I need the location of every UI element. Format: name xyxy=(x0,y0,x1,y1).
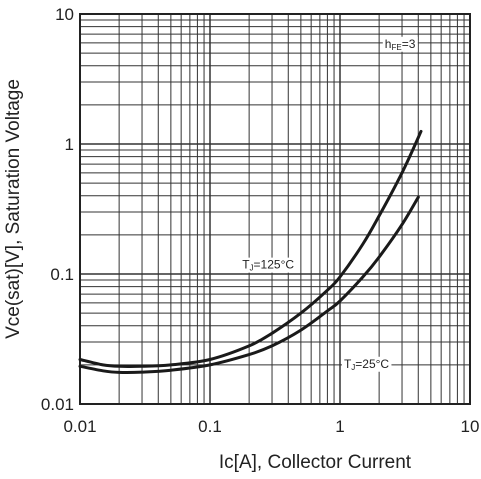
x-tick-label: 0.01 xyxy=(63,417,96,436)
annotation-hfe-background xyxy=(382,36,418,52)
x-tick-label: 10 xyxy=(461,417,480,436)
x-tick-label: 0.1 xyxy=(198,417,222,436)
x-axis-label: Ic[A], Collector Current xyxy=(219,452,412,473)
annotation-tj-125c-text: TJ=125°C xyxy=(242,258,294,273)
y-axis-label: Vce(sat)[V], Saturation Voltage xyxy=(3,79,24,339)
grid-lines xyxy=(79,14,470,405)
annotation-hfe: hFE=3 xyxy=(382,36,418,52)
annotation-tj-25c-text: TJ=25°C xyxy=(344,357,389,372)
annotation-hfe-subscript: FE xyxy=(391,43,401,52)
annotation-tj-25c-background xyxy=(341,356,392,372)
y-tick-label: 0.01 xyxy=(41,395,74,414)
annotations: hFE=3TJ=125°CTJ=25°C xyxy=(240,36,418,372)
annotation-tj-125c-subscript: J xyxy=(250,264,254,273)
annotation-tj-125c-value: =125°C xyxy=(254,258,295,272)
annotation-tj-25c-value: =25°C xyxy=(355,357,389,371)
annotation-tj-25c: TJ=25°C xyxy=(341,356,392,372)
series-line-tj-125c xyxy=(78,129,423,368)
annotation-tj-25c-subscript: J xyxy=(351,363,355,372)
annotation-tj-25c-symbol: T xyxy=(344,357,352,371)
annotation-hfe-text: hFE=3 xyxy=(385,37,416,52)
annotation-tj-125c: TJ=125°C xyxy=(240,257,297,273)
plot-frame xyxy=(79,13,471,405)
series-curves xyxy=(78,129,423,374)
annotation-hfe-value: =3 xyxy=(402,37,416,51)
x-tick-label: 1 xyxy=(335,417,344,436)
annotation-hfe-symbol: h xyxy=(385,37,392,51)
y-tick-label: 10 xyxy=(55,5,74,24)
y-tick-label: 0.1 xyxy=(50,265,74,284)
tick-labels: 0.01 0.1 1 10 0.01 0.1 1 10 xyxy=(41,5,480,436)
y-tick-label: 1 xyxy=(65,135,74,154)
annotation-tj-125c-symbol: T xyxy=(242,258,250,272)
annotation-tj-125c-background xyxy=(240,257,297,273)
series-line-tj-25c xyxy=(78,195,420,374)
